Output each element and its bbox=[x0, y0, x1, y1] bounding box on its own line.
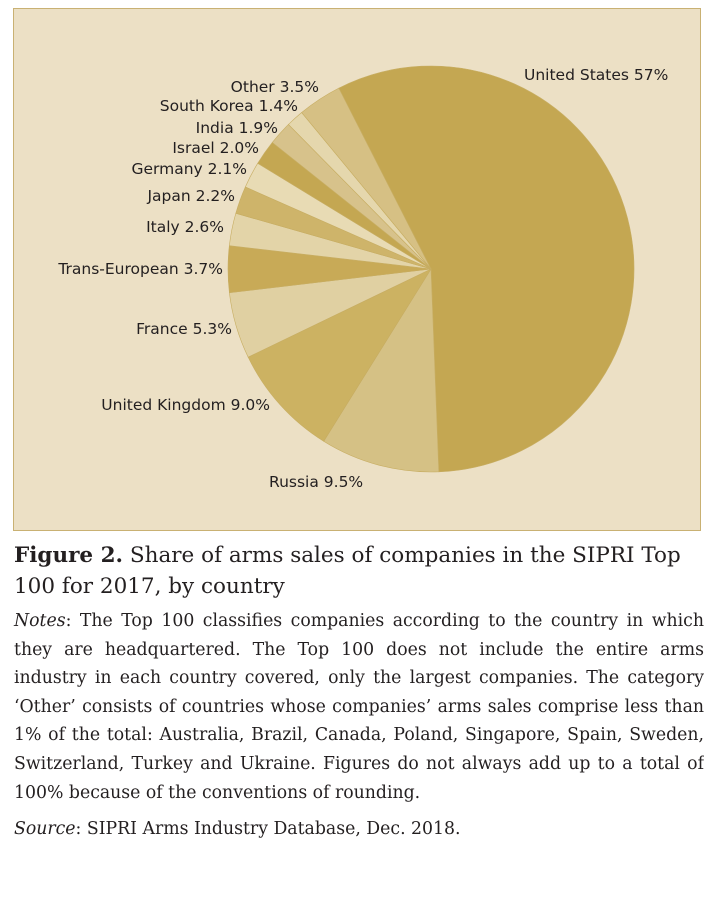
figure-notes: Notes: The Top 100 classifies companies … bbox=[14, 607, 704, 807]
figure-title-text: Share of arms sales of companies in the … bbox=[14, 543, 681, 599]
label-united-states: United States 57% bbox=[524, 66, 669, 84]
label-united-kingdom: United Kingdom 9.0% bbox=[101, 396, 270, 414]
label-india: India 1.9% bbox=[195, 119, 278, 137]
label-israel: Israel 2.0% bbox=[172, 139, 259, 157]
pie-chart-panel: United States 57% Russia 9.5% United Kin… bbox=[13, 8, 701, 531]
pie-slice-russia bbox=[323, 268, 440, 473]
pie-chart bbox=[227, 65, 635, 473]
label-other: Other 3.5% bbox=[230, 78, 319, 96]
pie-slice-united-kingdom bbox=[247, 268, 432, 442]
source-label: Source bbox=[14, 819, 76, 840]
figure-title: Figure 2. Share of arms sales of compani… bbox=[14, 540, 704, 602]
label-japan: Japan 2.2% bbox=[147, 187, 235, 205]
source-text: : SIPRI Arms Industry Database, Dec. 201… bbox=[75, 819, 461, 840]
label-south-korea: South Korea 1.4% bbox=[159, 97, 298, 115]
notes-label: Notes bbox=[14, 611, 66, 631]
label-russia: Russia 9.5% bbox=[269, 473, 364, 491]
figure-label: Figure 2. bbox=[14, 543, 124, 568]
notes-text: : The Top 100 classifies companies accor… bbox=[14, 611, 704, 803]
pie-slice-united-states bbox=[338, 65, 635, 473]
figure-caption: Figure 2. Share of arms sales of compani… bbox=[14, 540, 704, 844]
label-italy: Italy 2.6% bbox=[146, 218, 224, 236]
label-germany: Germany 2.1% bbox=[131, 160, 247, 178]
figure-source: Source: SIPRI Arms Industry Database, De… bbox=[14, 815, 704, 844]
pie-slice-other bbox=[301, 87, 432, 270]
label-france: France 5.3% bbox=[136, 320, 232, 338]
label-trans-european: Trans-European 3.7% bbox=[58, 260, 223, 278]
